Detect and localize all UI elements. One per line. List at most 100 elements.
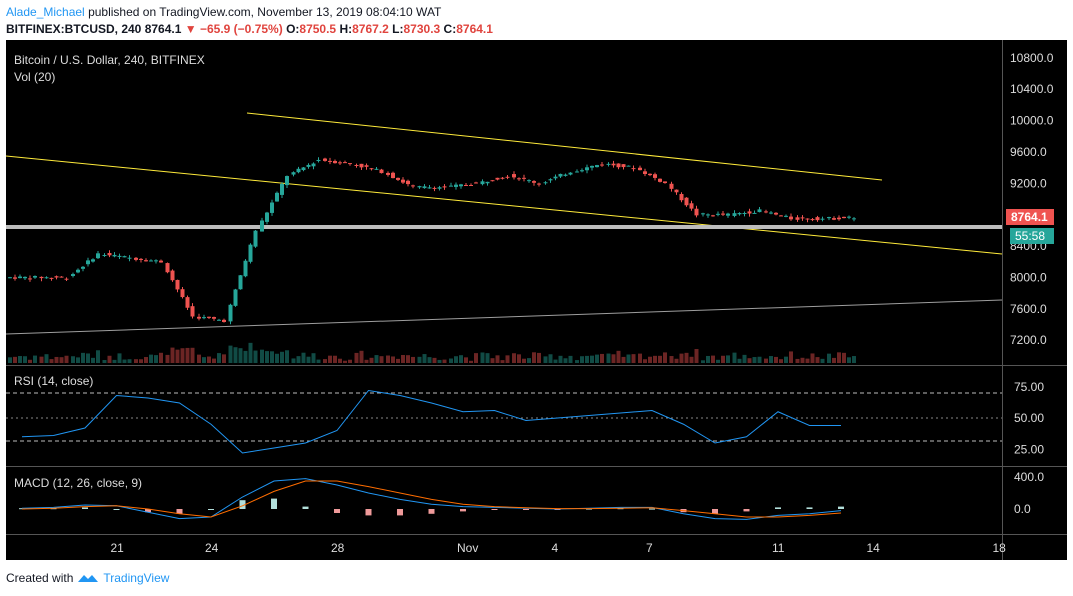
volume-bar xyxy=(732,352,737,363)
candle-body xyxy=(580,170,584,172)
time-axis[interactable]: 21 24 28 Nov 4 7 11 14 18 xyxy=(111,541,1007,555)
volume-bar xyxy=(122,359,127,363)
volume-bar xyxy=(406,355,410,363)
volume-bar xyxy=(91,357,95,363)
volume-bar xyxy=(291,358,296,363)
candle-body xyxy=(485,181,490,184)
volume-bar xyxy=(217,353,221,363)
volume-bar xyxy=(669,356,674,363)
volume-group xyxy=(8,342,856,363)
candle-body xyxy=(28,278,32,280)
volume-bar xyxy=(774,356,778,363)
candle-body xyxy=(81,266,85,269)
volume-bar xyxy=(500,360,505,363)
candle-body xyxy=(49,277,54,279)
volume-bar xyxy=(737,358,742,363)
macd-histogram-bar xyxy=(397,509,403,516)
volume-bar xyxy=(527,358,531,363)
candle-body xyxy=(638,167,642,171)
candle-body xyxy=(127,257,132,259)
created-with-label: Created with xyxy=(6,571,74,585)
candle-body xyxy=(606,163,611,165)
volume-bar xyxy=(170,347,175,363)
candle-body xyxy=(643,171,647,175)
candle-body xyxy=(217,319,221,321)
candle-body xyxy=(553,176,558,179)
rising-trendline[interactable] xyxy=(5,299,1003,335)
candle-body xyxy=(616,163,621,168)
macd-tick-label: 0.0 xyxy=(1014,502,1031,516)
candle-body xyxy=(379,169,384,174)
volume-bar xyxy=(238,348,243,363)
time-tick-label: 11 xyxy=(772,541,785,555)
volume-bar xyxy=(185,347,190,363)
candle-body xyxy=(233,289,238,306)
candle-body xyxy=(757,209,762,213)
volume-bar xyxy=(280,351,284,363)
candle-body xyxy=(44,277,49,279)
volume-bar xyxy=(379,356,384,363)
candle-body xyxy=(333,160,337,164)
volume-bar xyxy=(648,356,652,363)
volume-bar xyxy=(449,358,453,363)
rsi-axis[interactable]: 75.00 50.00 25.00 xyxy=(1014,380,1044,457)
time-tick-label: Nov xyxy=(457,541,478,555)
candle-body xyxy=(86,260,90,265)
candle-body xyxy=(374,168,379,170)
volume-bar xyxy=(764,358,768,363)
candle-body xyxy=(76,269,80,273)
volume-bar xyxy=(832,357,836,363)
lower-trendline[interactable] xyxy=(5,155,1003,255)
chart-svg[interactable]: Bitcoin / U.S. Dollar, 240, BITFINEX Vol… xyxy=(5,40,1067,560)
candle-body xyxy=(202,317,206,319)
volume-bar xyxy=(411,356,415,363)
candle-body xyxy=(185,297,190,308)
volume-bar xyxy=(769,356,773,363)
macd-histogram-bar xyxy=(82,507,88,509)
volume-bar xyxy=(134,359,138,363)
volume-bar xyxy=(454,356,458,363)
volume-bar xyxy=(837,352,841,363)
volume-bar xyxy=(180,348,185,363)
candle-body xyxy=(442,186,447,188)
candle-body xyxy=(165,263,170,273)
candle-body xyxy=(764,211,768,213)
candle-body xyxy=(280,183,284,195)
candle-body xyxy=(411,185,415,187)
candle-body xyxy=(832,218,836,220)
footer: Created with TradingView xyxy=(6,571,169,585)
price-axis[interactable]: 10800.010400.010000.09600.09200.08800.08… xyxy=(1010,51,1054,347)
candle-body xyxy=(684,197,689,206)
time-tick-label: 21 xyxy=(111,541,125,555)
price-panel[interactable] xyxy=(6,40,1002,365)
candle-body xyxy=(260,220,264,232)
macd-axis[interactable]: 400.0 0.0 xyxy=(1014,470,1044,516)
volume-bar xyxy=(348,359,352,363)
volume-bar xyxy=(716,359,720,363)
author-link[interactable]: Alade_Michael xyxy=(6,5,85,19)
volume-bar xyxy=(54,356,59,363)
candle-body xyxy=(658,178,662,182)
candle-body xyxy=(653,174,657,178)
chart-area[interactable]: Bitcoin / U.S. Dollar, 240, BITFINEX Vol… xyxy=(5,40,1067,560)
volume-bar xyxy=(202,357,206,363)
volume-bar xyxy=(270,351,274,363)
volume-bar xyxy=(197,354,201,363)
candle-body xyxy=(852,218,856,220)
candle-body xyxy=(847,216,851,218)
upper-trendline[interactable] xyxy=(246,112,883,181)
volume-bar xyxy=(663,352,667,363)
volume-bar xyxy=(779,359,783,363)
volume-bar xyxy=(820,358,825,363)
candle-body xyxy=(495,177,500,180)
candle-body xyxy=(432,187,437,189)
candle-body xyxy=(417,186,422,188)
candle-body xyxy=(175,279,180,290)
volume-bar xyxy=(306,356,311,363)
candle-body xyxy=(512,174,516,178)
tradingview-brand[interactable]: TradingView xyxy=(103,571,170,585)
candle-body xyxy=(600,164,604,166)
candle-body xyxy=(406,180,410,185)
candle-body xyxy=(568,172,573,175)
candle-body xyxy=(253,230,258,247)
